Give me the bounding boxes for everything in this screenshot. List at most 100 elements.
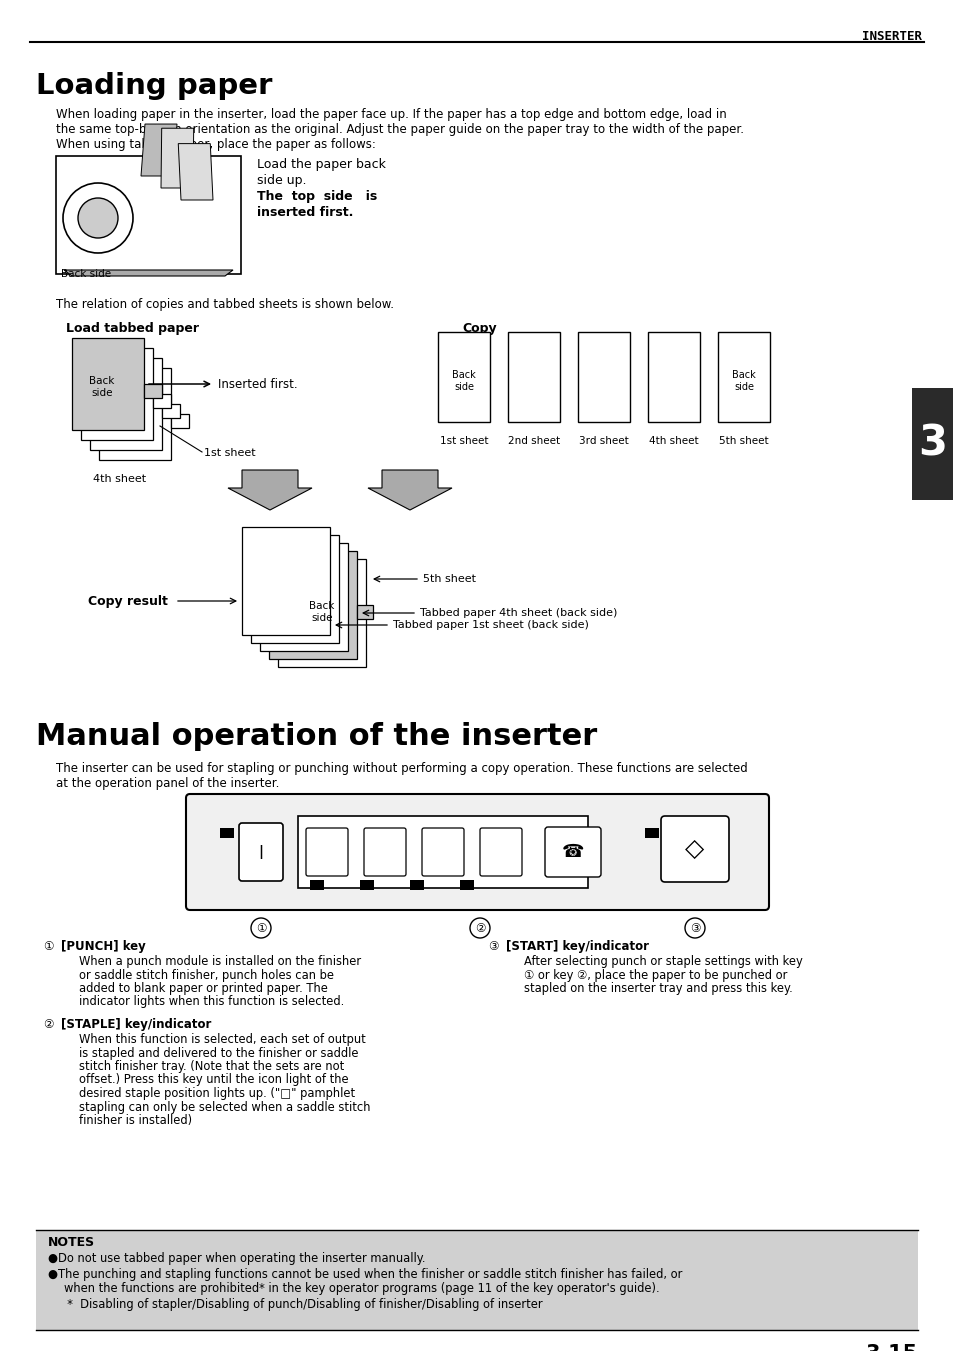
Text: stapled on the inserter tray and press this key.: stapled on the inserter tray and press t… [523, 982, 792, 994]
Bar [56, 155, 241, 274]
Text: at the operation panel of the inserter.: at the operation panel of the inserter. [56, 777, 279, 790]
Text: Copy result: Copy result [88, 594, 168, 608]
FancyBboxPatch shape [479, 828, 521, 875]
Text: added to blank paper or printed paper. The: added to blank paper or printed paper. T… [79, 982, 328, 994]
Text: ①: ① [255, 921, 266, 935]
FancyBboxPatch shape [364, 828, 406, 875]
Bar [269, 551, 356, 659]
Text: desired staple position lights up. ("□" pamphlet: desired staple position lights up. ("□" … [79, 1088, 355, 1100]
Polygon shape [178, 143, 213, 200]
Text: side up.: side up. [256, 174, 306, 186]
FancyBboxPatch shape [186, 794, 768, 911]
Text: The  top  side   is: The top side is [256, 190, 376, 203]
Text: Back side: Back side [61, 269, 111, 280]
Bar [437, 332, 490, 422]
Text: ●The punching and stapling functions cannot be used when the finisher or saddle : ●The punching and stapling functions can… [48, 1269, 681, 1281]
Text: 4th sheet: 4th sheet [92, 474, 146, 484]
Text: When loading paper in the inserter, load the paper face up. If the paper has a t: When loading paper in the inserter, load… [56, 108, 726, 122]
Bar [459, 880, 474, 890]
Text: NOTES: NOTES [48, 1236, 95, 1250]
Text: Loading paper: Loading paper [36, 72, 273, 100]
Bar [359, 880, 374, 890]
Text: When using tabbed paper, place the paper as follows:: When using tabbed paper, place the paper… [56, 138, 375, 151]
Text: ③: ③ [689, 921, 700, 935]
Text: [START] key/indicator: [START] key/indicator [505, 940, 648, 952]
Text: 1st sheet: 1st sheet [204, 449, 255, 458]
Text: Tabbed paper 1st sheet (back side): Tabbed paper 1st sheet (back side) [393, 620, 588, 630]
Bar [297, 816, 587, 888]
Text: ●Do not use tabbed paper when operating the inserter manually.: ●Do not use tabbed paper when operating … [48, 1252, 425, 1265]
Bar [277, 559, 366, 667]
Circle shape [78, 199, 118, 238]
Text: ②: ② [43, 1019, 53, 1031]
Bar [71, 338, 144, 430]
Text: 2nd sheet: 2nd sheet [507, 436, 559, 446]
Text: ① or key ②, place the paper to be punched or: ① or key ②, place the paper to be punche… [523, 969, 786, 981]
Circle shape [63, 182, 132, 253]
Text: 3rd sheet: 3rd sheet [578, 436, 628, 446]
Bar [220, 828, 233, 838]
Text: The inserter can be used for stapling or punching without performing a copy oper: The inserter can be used for stapling or… [56, 762, 747, 775]
Text: ◇: ◇ [684, 838, 704, 861]
Text: ☎: ☎ [561, 843, 583, 861]
Text: or saddle stitch finisher, punch holes can be: or saddle stitch finisher, punch holes c… [79, 969, 334, 981]
Bar [251, 535, 338, 643]
Text: After selecting punch or staple settings with key: After selecting punch or staple settings… [523, 955, 801, 969]
Text: Tabbed paper 4th sheet (back side): Tabbed paper 4th sheet (back side) [419, 608, 617, 617]
Bar [578, 332, 629, 422]
Text: inserted first.: inserted first. [256, 205, 353, 219]
FancyBboxPatch shape [239, 823, 283, 881]
Bar [171, 413, 189, 428]
Text: When a punch module is installed on the finisher: When a punch module is installed on the … [79, 955, 361, 969]
Text: 5th sheet: 5th sheet [719, 436, 768, 446]
Text: the same top-bottom orientation as the original. Adjust the paper guide on the p: the same top-bottom orientation as the o… [56, 123, 743, 136]
Text: 3: 3 [918, 423, 946, 465]
Text: stitch finisher tray. (Note that the sets are not: stitch finisher tray. (Note that the set… [79, 1061, 344, 1073]
Bar [99, 367, 171, 459]
Bar [162, 404, 180, 417]
Text: indicator lights when this function is selected.: indicator lights when this function is s… [79, 996, 344, 1008]
Bar [911, 388, 953, 500]
Text: 1st sheet: 1st sheet [439, 436, 488, 446]
Text: The relation of copies and tabbed sheets is shown below.: The relation of copies and tabbed sheets… [56, 299, 394, 311]
Bar [310, 880, 324, 890]
Text: 3-15: 3-15 [864, 1344, 917, 1351]
Polygon shape [141, 124, 177, 176]
Bar [647, 332, 700, 422]
Text: 4th sheet: 4th sheet [648, 436, 699, 446]
Text: 5th sheet: 5th sheet [422, 574, 476, 584]
Bar [242, 527, 330, 635]
Bar [356, 605, 373, 619]
Bar [410, 880, 423, 890]
Circle shape [684, 917, 704, 938]
Bar [507, 332, 559, 422]
Text: Inserted first.: Inserted first. [218, 377, 297, 390]
Text: Back
side: Back side [731, 370, 755, 392]
Text: finisher is installed): finisher is installed) [79, 1115, 192, 1127]
Text: offset.) Press this key until the icon light of the: offset.) Press this key until the icon l… [79, 1074, 348, 1086]
Bar [36, 1229, 917, 1329]
Text: ②: ② [475, 921, 485, 935]
FancyBboxPatch shape [306, 828, 348, 875]
FancyBboxPatch shape [544, 827, 600, 877]
Text: when the functions are prohibited* in the key operator programs (page 11 of the : when the functions are prohibited* in th… [64, 1282, 659, 1296]
Bar [152, 394, 171, 408]
Polygon shape [228, 470, 312, 509]
Text: Manual operation of the inserter: Manual operation of the inserter [36, 721, 597, 751]
Text: Copy: Copy [461, 322, 497, 335]
Polygon shape [368, 470, 452, 509]
Circle shape [251, 917, 271, 938]
Bar [644, 828, 659, 838]
Text: Back
side: Back side [452, 370, 476, 392]
Bar [260, 543, 348, 651]
Text: Load the paper back: Load the paper back [256, 158, 385, 172]
Bar [718, 332, 769, 422]
Bar [144, 384, 162, 399]
Text: [PUNCH] key: [PUNCH] key [61, 940, 146, 952]
Text: INSERTER: INSERTER [862, 30, 921, 43]
Polygon shape [64, 270, 233, 276]
Text: Load tabbed paper: Load tabbed paper [66, 322, 199, 335]
Text: Back
side: Back side [309, 601, 335, 623]
Text: |: | [258, 844, 263, 859]
Text: ①: ① [43, 940, 53, 952]
